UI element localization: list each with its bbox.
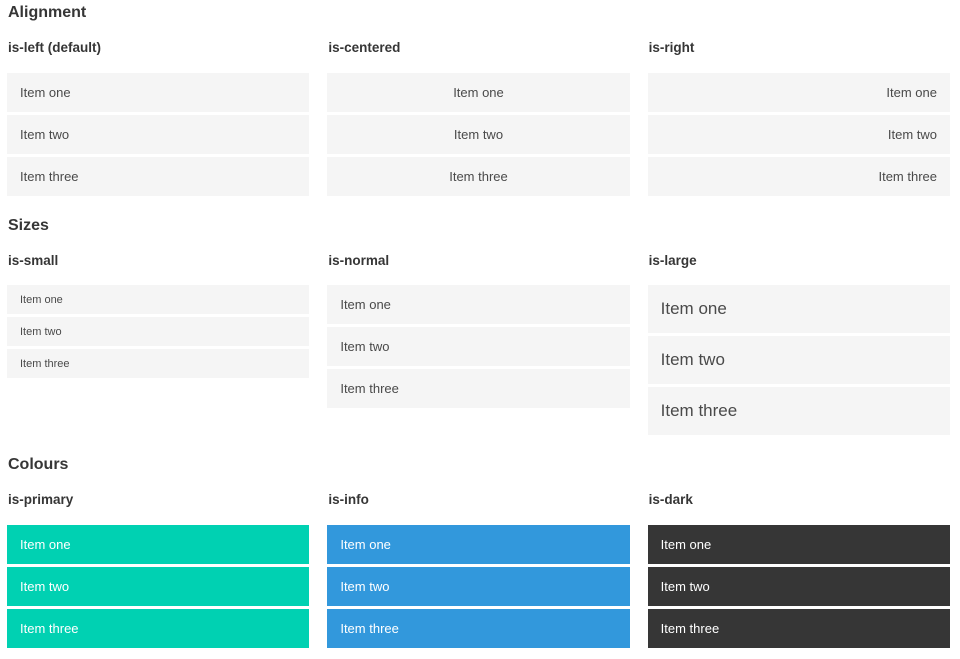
group-label: is-info — [328, 492, 369, 507]
list-item[interactable]: Item three — [7, 349, 310, 378]
list-item[interactable]: Item three — [647, 608, 950, 648]
group-label: is-normal — [328, 252, 390, 268]
list-item[interactable]: Item one — [647, 72, 950, 112]
list-primary: Item one Item two Item three — [7, 524, 310, 648]
list-item[interactable]: Item two — [7, 317, 310, 346]
colours-columns: is-primary Item one Item two Item three … — [7, 493, 950, 648]
list-item[interactable]: Item one — [327, 72, 630, 112]
list-item[interactable]: Item one — [7, 72, 310, 112]
list-item[interactable]: Item two — [327, 566, 630, 606]
list-item[interactable]: Item one — [7, 524, 310, 564]
group-label: is-small — [8, 252, 59, 268]
group-is-dark: is-dark Item one Item two Item three — [647, 492, 950, 648]
group-is-small: is-small Item one Item two Item three — [7, 252, 310, 378]
list-small: Item one Item two Item three — [7, 285, 310, 378]
list-item[interactable]: Item one — [647, 524, 950, 564]
list-item[interactable]: Item one — [7, 285, 310, 314]
section-colours: Colours is-primary Item one Item two Ite… — [7, 457, 950, 648]
list-item[interactable]: Item three — [7, 156, 310, 196]
group-is-large: is-large Item one Item two Item three — [647, 252, 950, 435]
group-label: is-large — [648, 252, 697, 268]
list-right: Item one Item two Item three — [647, 72, 950, 196]
list-dark: Item one Item two Item three — [647, 524, 950, 648]
section-title: Alignment — [8, 4, 87, 21]
list-item[interactable]: Item two — [327, 327, 630, 366]
list-item[interactable]: Item two — [7, 114, 310, 154]
list-item[interactable]: Item three — [327, 156, 630, 196]
group-label: is-right — [648, 40, 695, 55]
group-is-info: is-info Item one Item two Item three — [327, 492, 630, 648]
list-item[interactable]: Item three — [7, 608, 310, 648]
group-is-centered: is-centered Item one Item two Item three — [327, 40, 630, 196]
list-info: Item one Item two Item three — [327, 524, 630, 648]
list-item[interactable]: Item three — [327, 369, 630, 408]
section-title: Colours — [8, 456, 69, 473]
group-is-right: is-right Item one Item two Item three — [647, 40, 950, 196]
list-item[interactable]: Item two — [647, 114, 950, 154]
list-item[interactable]: Item one — [647, 285, 950, 333]
group-is-left: is-left (default) Item one Item two Item… — [7, 40, 310, 196]
list-item[interactable]: Item three — [647, 156, 950, 196]
group-label: is-left (default) — [8, 40, 101, 55]
list-item[interactable]: Item one — [327, 524, 630, 564]
section-title: Sizes — [8, 216, 49, 234]
list-item[interactable]: Item three — [647, 387, 950, 435]
group-is-primary: is-primary Item one Item two Item three — [7, 492, 310, 648]
section-alignment: Alignment is-left (default) Item one Ite… — [7, 5, 950, 196]
group-label: is-centered — [328, 40, 401, 55]
list-item[interactable]: Item two — [327, 114, 630, 154]
group-label: is-primary — [8, 492, 74, 507]
group-is-normal: is-normal Item one Item two Item three — [327, 252, 630, 408]
section-sizes: Sizes is-small Item one Item two Item th… — [7, 216, 950, 435]
list-large: Item one Item two Item three — [647, 285, 950, 435]
list-centered: Item one Item two Item three — [327, 72, 630, 196]
sizes-columns: is-small Item one Item two Item three is… — [7, 252, 950, 435]
list-item[interactable]: Item three — [327, 608, 630, 648]
list-item[interactable]: Item two — [647, 566, 950, 606]
list-left: Item one Item two Item three — [7, 72, 310, 196]
group-label: is-dark — [648, 492, 693, 507]
list-item[interactable]: Item two — [647, 336, 950, 384]
list-normal: Item one Item two Item three — [327, 285, 630, 408]
list-item[interactable]: Item one — [327, 285, 630, 324]
alignment-columns: is-left (default) Item one Item two Item… — [7, 41, 950, 196]
list-item[interactable]: Item two — [7, 566, 310, 606]
